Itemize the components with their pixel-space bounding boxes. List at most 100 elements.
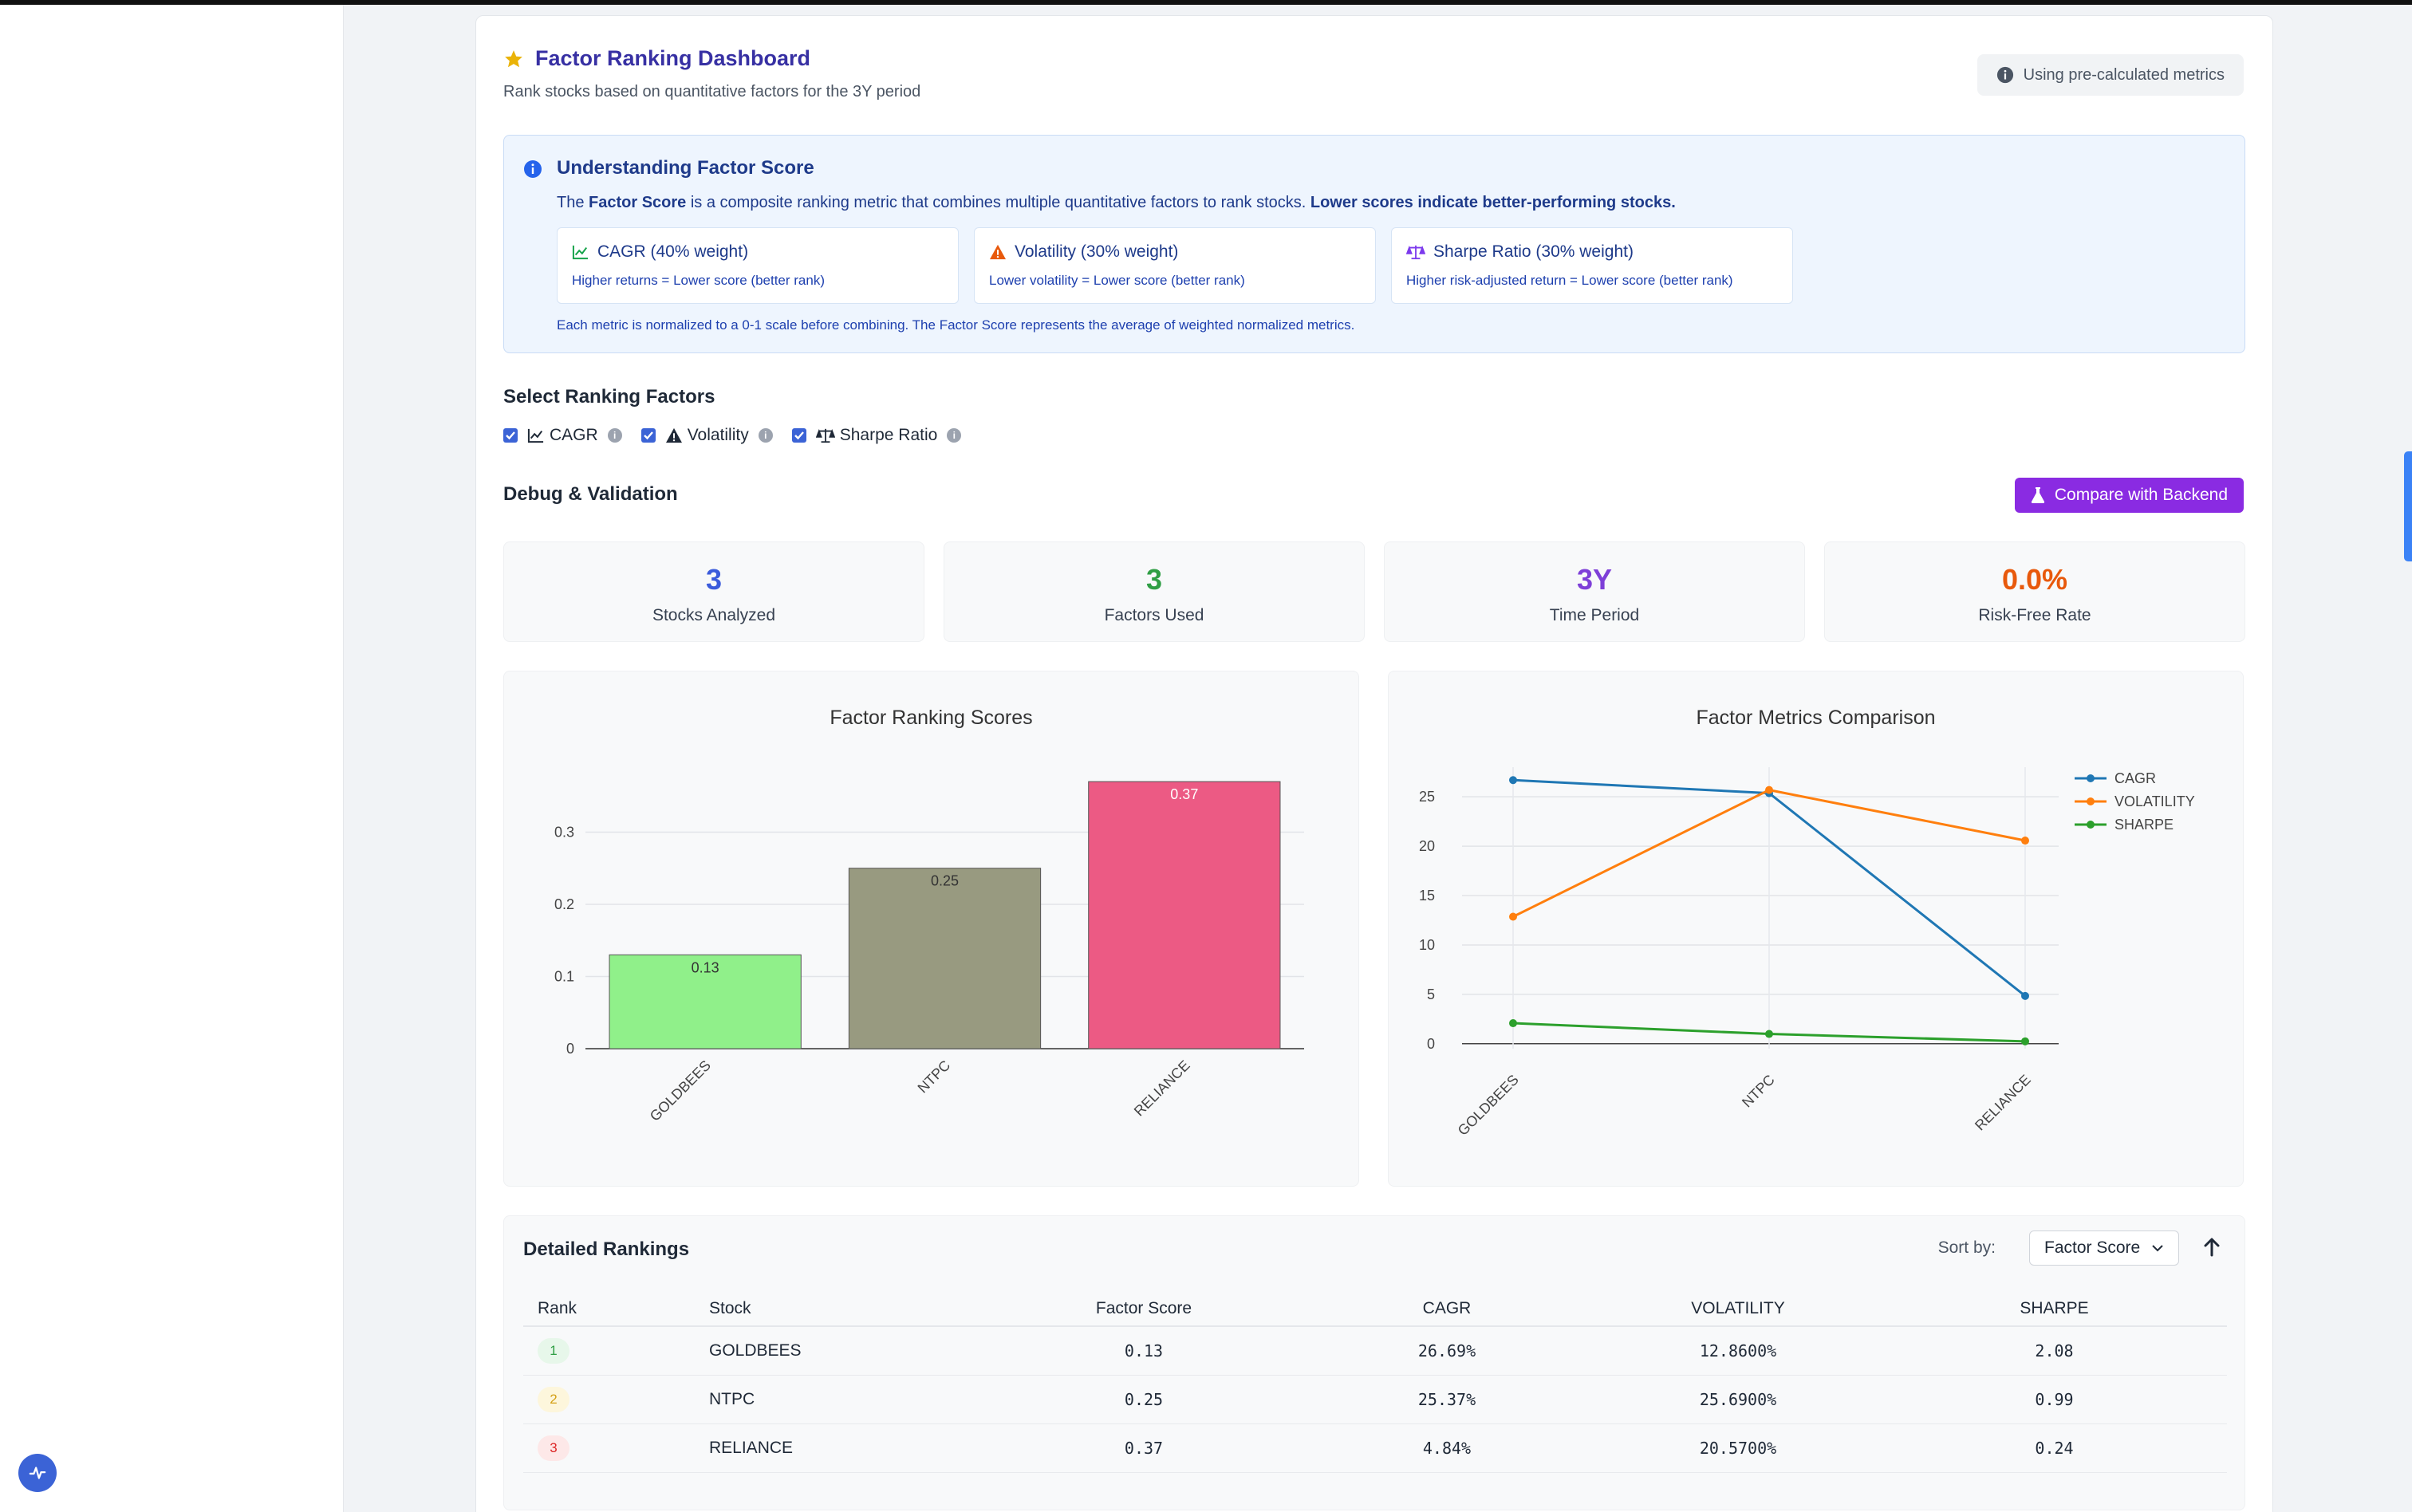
factor-box-volatility: Volatility (30% weight) Lower volatility… bbox=[974, 227, 1376, 304]
y-tick-label: 5 bbox=[1427, 986, 1435, 1002]
factor-checkbox-sharpe[interactable]: Sharpe Ratio i bbox=[791, 426, 962, 445]
factor-box-title: Sharpe Ratio (30% weight) bbox=[1406, 242, 1634, 262]
chevron-down-icon bbox=[2152, 1245, 2163, 1252]
info-icon[interactable]: i bbox=[947, 428, 962, 443]
data-point bbox=[2021, 837, 2029, 845]
table-row[interactable]: 2 NTPC 0.25 25.37% 25.6900% 0.99 bbox=[523, 1375, 2227, 1424]
bar bbox=[848, 868, 1042, 1049]
sort-direction-arrow-up-icon[interactable] bbox=[2203, 1237, 2221, 1258]
info-description: The Factor Score is a composite ranking … bbox=[557, 194, 1676, 212]
y-tick-label: 15 bbox=[1419, 888, 1435, 904]
stat-label: Risk-Free Rate bbox=[1978, 606, 2091, 624]
detailed-rankings-card: Detailed Rankings Sort by: Factor Score … bbox=[503, 1215, 2245, 1510]
desc-text: is a composite ranking metric that combi… bbox=[686, 194, 1310, 211]
x-tick-label: GOLDBEES bbox=[647, 1057, 714, 1124]
table-row[interactable]: 1 GOLDBEES 0.13 26.69% 12.8600% 2.08 bbox=[523, 1326, 2227, 1376]
cell-cagr: 4.84% bbox=[1299, 1423, 1594, 1473]
chart-title: Factor Ranking Scores bbox=[830, 707, 1033, 729]
info-icon[interactable]: i bbox=[758, 428, 773, 443]
col-cagr[interactable]: CAGR bbox=[1299, 1291, 1594, 1327]
legend-marker bbox=[2087, 797, 2095, 805]
flask-icon bbox=[2031, 487, 2044, 503]
rank-badge: 2 bbox=[538, 1386, 570, 1412]
stat-factors-used: 3 Factors Used bbox=[944, 541, 1365, 642]
legend-label: CAGR bbox=[2114, 770, 2156, 786]
stat-label: Factors Used bbox=[1104, 606, 1204, 624]
x-tick-label: NTPC bbox=[1739, 1072, 1778, 1111]
checkbox-checked[interactable] bbox=[640, 428, 656, 443]
stat-label: Stocks Analyzed bbox=[652, 606, 776, 624]
factor-checkbox-volatility[interactable]: Volatility i bbox=[640, 426, 773, 445]
y-tick-label: 0 bbox=[1427, 1036, 1435, 1052]
scrollbar-thumb[interactable] bbox=[2404, 451, 2412, 561]
info-note: Each metric is normalized to a 0-1 scale… bbox=[557, 317, 1355, 333]
chart-line-icon bbox=[527, 428, 544, 443]
col-rank[interactable]: Rank bbox=[523, 1291, 709, 1327]
title-row: Factor Ranking Dashboard bbox=[503, 46, 810, 71]
x-tick-label: NTPC bbox=[915, 1057, 954, 1097]
cell-sharpe: 0.99 bbox=[1882, 1375, 2227, 1424]
chart-title: Factor Metrics Comparison bbox=[1696, 707, 1936, 729]
cell-cagr: 26.69% bbox=[1299, 1326, 1594, 1376]
cell-factor-score: 0.25 bbox=[988, 1375, 1299, 1424]
page-subtitle: Rank stocks based on quantitative factor… bbox=[503, 83, 921, 100]
compare-button-label: Compare with Backend bbox=[2054, 486, 2228, 504]
factor-checkbox-cagr[interactable]: CAGR i bbox=[503, 426, 622, 445]
factor-metrics-line-chart: 0 5 10 15 20 25 GOLDBEES NTPC RELIANCE CAGR VOLATI… bbox=[1419, 767, 2195, 1139]
legend-marker bbox=[2087, 821, 2095, 829]
sort-select[interactable]: Factor Score bbox=[2029, 1230, 2179, 1266]
x-tick-label: GOLDBEES bbox=[1455, 1072, 1522, 1139]
factor-desc: Higher returns = Lower score (better ran… bbox=[572, 273, 825, 288]
factor-name: Volatility (30% weight) bbox=[1015, 242, 1179, 261]
top-edge bbox=[0, 0, 2412, 5]
bar-value-label: 0.25 bbox=[931, 873, 959, 889]
info-title: Understanding Factor Score bbox=[557, 157, 814, 179]
data-point bbox=[1765, 786, 1773, 794]
data-point bbox=[1509, 1019, 1517, 1028]
factor-box-sharpe: Sharpe Ratio (30% weight) Higher risk-ad… bbox=[1391, 227, 1793, 304]
desc-bold-lower-scores: Lower scores indicate better-performing … bbox=[1310, 194, 1676, 211]
stat-value: 3 bbox=[705, 563, 723, 596]
cell-sharpe: 2.08 bbox=[1882, 1326, 2227, 1376]
left-panel bbox=[0, 5, 343, 1512]
checkbox-label: CAGR bbox=[550, 426, 598, 444]
rank-badge: 1 bbox=[538, 1337, 570, 1364]
table-row[interactable]: 3 RELIANCE 0.37 4.84% 20.5700% 0.24 bbox=[523, 1423, 2227, 1473]
col-stock[interactable]: Stock bbox=[709, 1291, 988, 1327]
activity-button[interactable] bbox=[18, 1454, 57, 1492]
x-tick-label: RELIANCE bbox=[1131, 1057, 1193, 1120]
checkbox-label: Sharpe Ratio bbox=[839, 426, 938, 444]
y-tick-label: 25 bbox=[1419, 789, 1435, 805]
table-header-row: Rank Stock Factor Score CAGR VOLATILITY … bbox=[523, 1291, 2227, 1327]
factor-desc: Higher risk-adjusted return = Lower scor… bbox=[1406, 273, 1733, 288]
info-icon[interactable]: i bbox=[607, 428, 622, 443]
line-chart-card: Factor Metrics Comparison 0 5 10 15 20 25 GOLD… bbox=[1388, 671, 2244, 1187]
data-point bbox=[1509, 776, 1517, 785]
warning-triangle-icon bbox=[990, 244, 1006, 260]
cell-volatility: 12.8600% bbox=[1594, 1326, 1882, 1376]
y-tick-label: 20 bbox=[1419, 838, 1435, 854]
bar-value-label: 0.37 bbox=[1170, 786, 1198, 802]
cell-volatility: 20.5700% bbox=[1594, 1423, 1882, 1473]
data-point bbox=[2021, 991, 2029, 1000]
page-title: Factor Ranking Dashboard bbox=[535, 46, 811, 70]
stat-value: 0.0% bbox=[2001, 563, 2068, 596]
factor-name: Sharpe Ratio (30% weight) bbox=[1433, 242, 1634, 261]
col-factor-score[interactable]: Factor Score bbox=[988, 1291, 1299, 1327]
select-factors-heading: Select Ranking Factors bbox=[503, 386, 715, 408]
checkbox-checked[interactable] bbox=[503, 428, 518, 443]
factor-box-title: Volatility (30% weight) bbox=[989, 242, 1178, 262]
checkbox-checked[interactable] bbox=[791, 428, 806, 443]
stat-value: 3Y bbox=[1576, 563, 1613, 596]
col-sharpe[interactable]: SHARPE bbox=[1882, 1291, 2227, 1327]
stat-risk-free-rate: 0.0% Risk-Free Rate bbox=[1824, 541, 2245, 642]
compare-backend-button[interactable]: Compare with Backend bbox=[2014, 478, 2244, 513]
data-point bbox=[2021, 1037, 2029, 1045]
checkbox-label: Volatility bbox=[687, 426, 749, 444]
factor-score-info-box: Understanding Factor Score The Factor Sc… bbox=[503, 135, 2245, 353]
col-volatility[interactable]: VOLATILITY bbox=[1594, 1291, 1882, 1327]
factor-ranking-card: Factor Ranking Dashboard Rank stocks bas… bbox=[475, 15, 2273, 1512]
legend-marker bbox=[2087, 774, 2095, 782]
cell-sharpe: 0.24 bbox=[1882, 1423, 2227, 1473]
y-tick-label: 10 bbox=[1419, 937, 1435, 953]
